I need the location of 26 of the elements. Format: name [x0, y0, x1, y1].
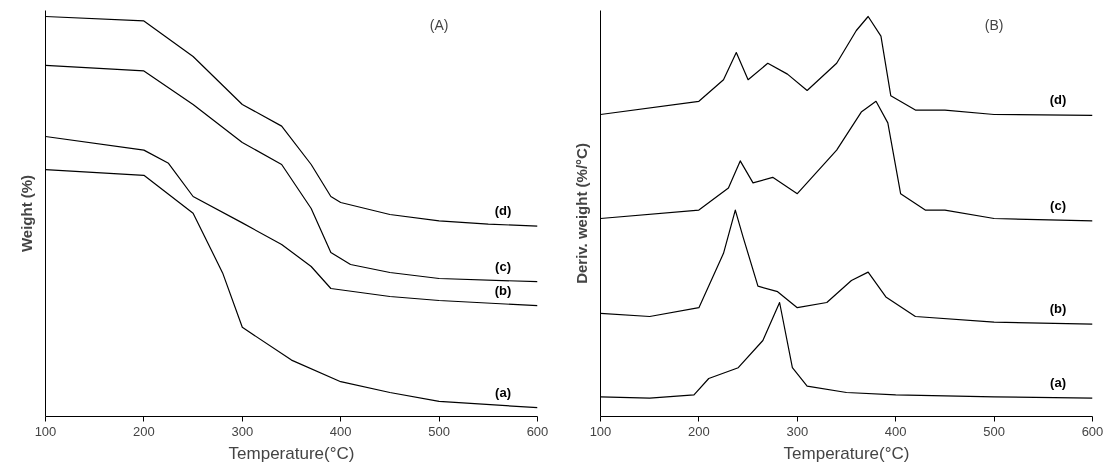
series-label: (b) [1049, 301, 1067, 317]
x-tick-label: 300 [786, 423, 809, 439]
chart-title: (B) [984, 16, 1004, 33]
x-tick-label: 600 [1081, 423, 1104, 439]
series-label: (d) [494, 203, 512, 219]
x-tick-label: 400 [884, 423, 907, 439]
x-tick-label: 200 [688, 423, 710, 439]
y-axis-title: Deriv. weight (%/°C) [572, 143, 590, 284]
x-axis-title: Temperature(°C) [228, 443, 355, 463]
y-axis-title: Weight (%) [17, 174, 35, 253]
x-tick-label: 100 [34, 423, 57, 439]
x-axis-title: Temperature(°C) [783, 443, 910, 463]
x-tick-label: 200 [133, 423, 155, 439]
series-label: (c) [1050, 197, 1067, 213]
x-tick-label: 500 [983, 423, 1005, 439]
x-tick-label: 300 [231, 423, 254, 439]
series-label: (a) [1050, 375, 1067, 391]
series-label: (d) [1049, 92, 1067, 108]
series-label: (c) [495, 258, 512, 274]
x-tick-label: 600 [526, 423, 549, 439]
chart-title: (A) [429, 16, 449, 33]
x-tick-label: 400 [329, 423, 352, 439]
series-label: (b) [494, 282, 512, 298]
x-tick-label: 100 [589, 423, 612, 439]
series-label: (a) [495, 384, 512, 400]
x-tick-label: 500 [428, 423, 450, 439]
